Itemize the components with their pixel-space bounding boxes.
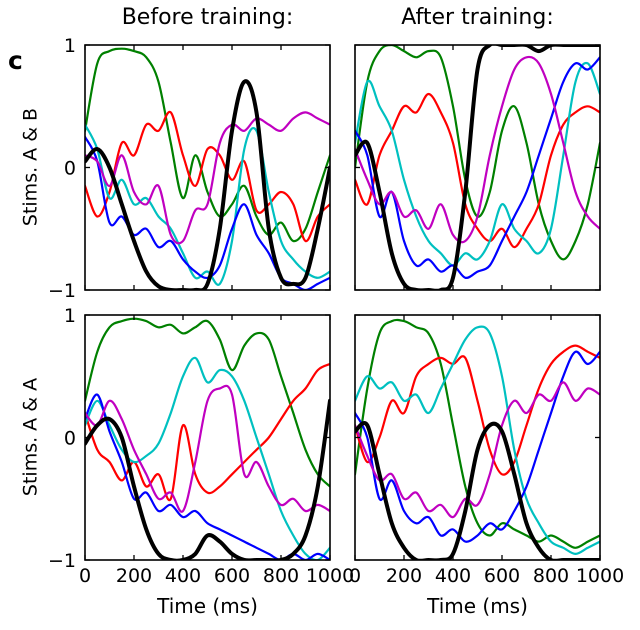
axes-frame [84, 314, 331, 561]
subplot-after-training-stims-aa: 0 200 400 600 800 1000 [349, 314, 624, 587]
series-unit-green [85, 47, 330, 243]
series-output-black [355, 45, 600, 290]
series-output-black [355, 421, 600, 560]
series-unit-magenta [355, 55, 600, 244]
y-tick-label: 1 [64, 35, 76, 57]
x-tick-label: 800 [263, 565, 299, 587]
series-unit-magenta [85, 384, 330, 513]
plot-area [85, 315, 330, 560]
y-tick-label: 0 [64, 158, 76, 180]
axes-frame [84, 44, 331, 291]
series-unit-red [355, 344, 600, 476]
x-tick-label: 800 [533, 565, 569, 587]
x-tick-label: 0 [349, 565, 361, 587]
column-title-after-training: After training: [401, 5, 554, 30]
xlabel-time-ms-right: Time (ms) [427, 594, 528, 618]
series-unit-blue [355, 56, 600, 280]
x-tick-label: 1000 [576, 565, 624, 587]
ylabel-stims-a-and-b: Stims. A & B [19, 107, 42, 227]
x-tick-label: 200 [386, 565, 422, 587]
series-output-black [85, 79, 330, 290]
subplot-after-training-stims-ab [354, 44, 601, 291]
series-output-black [85, 398, 330, 560]
series-unit-green [85, 317, 330, 488]
x-tick-label: 0 [79, 565, 91, 587]
x-tick-label: 400 [435, 565, 471, 587]
series-unit-cyan [355, 61, 600, 267]
series-unit-magenta [355, 381, 600, 519]
plot-area [355, 45, 600, 290]
line-series-group [355, 318, 600, 560]
series-unit-cyan [355, 325, 600, 555]
plot-area [85, 45, 330, 290]
y-tick-label: −1 [48, 550, 76, 572]
subplot-before-training-stims-aa: 0 200 400 600 800 1000 1 0 −1 [48, 305, 354, 587]
panel-label: c [8, 46, 23, 75]
axes-frame [354, 314, 601, 561]
series-unit-cyan [85, 123, 330, 286]
series-unit-green [355, 318, 600, 549]
y-tick-label: 0 [64, 428, 76, 450]
x-tick-label: 200 [116, 565, 152, 587]
y-tick-label: −1 [48, 280, 76, 302]
subplot-before-training-stims-ab: 1 0 −1 [48, 35, 331, 302]
x-tick-label: 600 [214, 565, 250, 587]
y-tick-label: 1 [64, 305, 76, 327]
series-unit-magenta [85, 111, 330, 245]
x-tick-label: 1000 [306, 565, 354, 587]
axes-frame [354, 44, 601, 291]
line-series-group [85, 47, 330, 290]
xlabel-time-ms-left: Time (ms) [157, 594, 258, 618]
line-series-group [85, 317, 330, 560]
ylabel-stims-a-and-a: Stims. A & A [19, 377, 42, 497]
x-tick-label: 400 [165, 565, 201, 587]
series-unit-red [85, 110, 330, 243]
x-tick-label: 600 [484, 565, 520, 587]
column-title-before-training: Before training: [121, 5, 294, 30]
